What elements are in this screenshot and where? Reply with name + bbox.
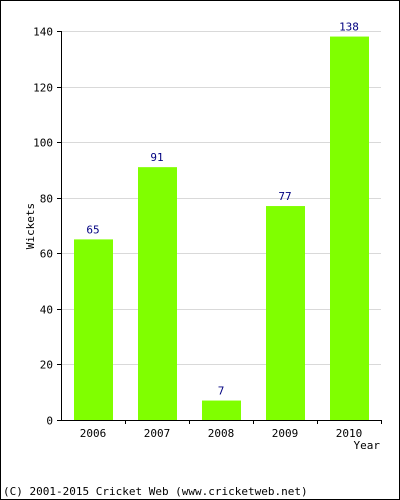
y-tick-label: 0: [46, 415, 53, 428]
data-label: 65: [86, 223, 99, 236]
y-tick-label: 100: [33, 137, 53, 150]
x-tick-label: 2006: [80, 427, 107, 440]
x-tick-label: 2007: [144, 427, 171, 440]
y-tick-label: 20: [40, 359, 53, 372]
axes: 0 20 40 60 80 100 120 140 2006 2007 2008 2009 2010: [33, 26, 382, 440]
x-tick-label: 2008: [208, 427, 235, 440]
data-label: 138: [339, 21, 359, 34]
bar: [266, 206, 305, 420]
y-tick-label: 80: [40, 193, 53, 206]
bar: [202, 400, 241, 420]
copyright-footer: (C) 2001-2015 Cricket Web (www.cricketwe…: [3, 485, 308, 498]
gridlines: [61, 31, 381, 365]
data-label: 77: [278, 190, 291, 203]
bar: [138, 167, 177, 420]
bar: [330, 36, 369, 421]
bars: [74, 36, 369, 421]
data-label: 7: [218, 385, 225, 398]
x-axis-title: Year: [354, 439, 381, 452]
y-tick-label: 60: [40, 248, 53, 261]
data-label: 91: [150, 151, 163, 164]
x-tick-label: 2009: [272, 427, 299, 440]
y-tick-label: 40: [40, 304, 53, 317]
y-axis-title: Wickets: [24, 203, 37, 249]
y-tick-label: 140: [33, 26, 53, 39]
x-tick-label: 2010: [336, 427, 363, 440]
y-tick-label: 120: [33, 82, 53, 95]
bar: [74, 239, 113, 420]
